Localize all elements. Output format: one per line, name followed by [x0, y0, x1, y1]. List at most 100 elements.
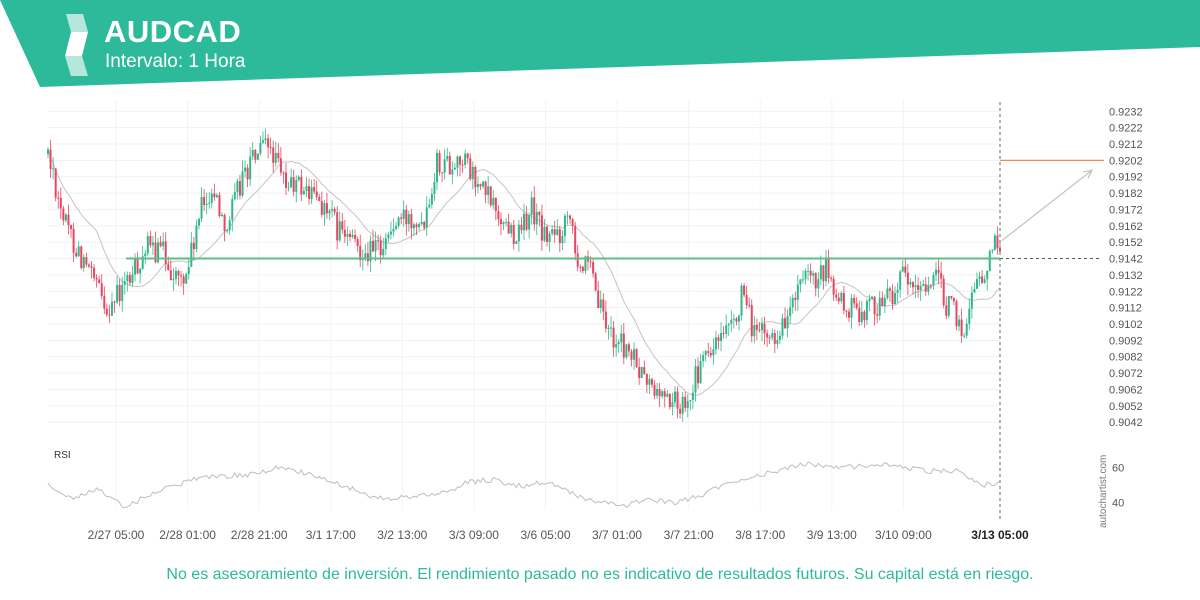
- rsi-label: RSI: [54, 450, 71, 461]
- candle-body: [149, 236, 152, 246]
- y-tick-label: 0.9112: [1109, 303, 1142, 315]
- candle-body: [241, 171, 244, 196]
- candle-body: [52, 168, 55, 170]
- candle-body: [238, 181, 241, 196]
- candle-body: [172, 278, 175, 281]
- candle-body: [630, 351, 633, 360]
- candle-body: [379, 240, 382, 256]
- candle-body: [333, 208, 336, 213]
- candle-body: [842, 293, 845, 311]
- candle-body: [139, 268, 142, 274]
- candle-body: [991, 249, 994, 252]
- candle-body: [310, 187, 313, 199]
- candle-body: [935, 269, 938, 275]
- candle-body: [197, 218, 200, 226]
- candle-body: [105, 308, 108, 315]
- candle-body: [937, 269, 940, 273]
- candle-body: [185, 274, 188, 284]
- candle-body: [70, 225, 73, 229]
- candle-body: [633, 349, 636, 360]
- candle-body: [420, 222, 423, 225]
- candle-body: [906, 272, 909, 285]
- candle-body: [904, 266, 907, 273]
- candle-body: [438, 152, 441, 173]
- candle-body: [978, 276, 981, 280]
- candle-body: [952, 298, 955, 302]
- candle-body: [993, 235, 996, 250]
- candle-body: [950, 296, 953, 299]
- candle-body: [459, 156, 462, 165]
- candle-body: [72, 228, 75, 253]
- candle-body: [435, 152, 438, 183]
- candle-body: [597, 290, 600, 308]
- candle-body: [331, 208, 334, 211]
- candle-body: [210, 193, 213, 203]
- candle-body: [226, 230, 229, 232]
- candle-body: [157, 242, 160, 263]
- candle-body: [482, 181, 485, 187]
- candle-body: [256, 153, 259, 160]
- candle-body: [443, 159, 446, 173]
- candle-body: [743, 285, 746, 296]
- candle-body: [167, 264, 170, 271]
- candle-body: [213, 193, 216, 198]
- candle-body: [410, 214, 413, 229]
- candle-body: [615, 344, 618, 348]
- candle-body: [487, 186, 490, 196]
- candle-body: [80, 246, 83, 269]
- candle-body: [776, 340, 779, 344]
- candle-body: [300, 176, 303, 195]
- candle-body: [292, 177, 295, 192]
- candle-body: [540, 215, 543, 241]
- candle-body: [134, 259, 137, 275]
- candle-body: [254, 150, 257, 160]
- x-tick-label: 3/7 01:00: [592, 528, 642, 542]
- candle-body: [840, 293, 843, 302]
- candle-body: [824, 258, 827, 282]
- candle-body: [180, 275, 183, 277]
- candle-body: [351, 234, 354, 238]
- candle-body: [287, 187, 290, 189]
- candle-body: [108, 314, 111, 316]
- candle-body: [118, 284, 121, 301]
- candle-body: [571, 219, 574, 226]
- candle-body: [720, 332, 723, 341]
- candle-body: [781, 318, 784, 336]
- candle-body: [722, 332, 725, 334]
- candle-body: [285, 172, 287, 188]
- y-tick-label: 0.9082: [1109, 352, 1143, 364]
- candle-body: [635, 349, 638, 368]
- candle-body: [888, 288, 891, 291]
- candle-body: [338, 221, 341, 241]
- candle-body: [415, 224, 418, 228]
- candle-body: [259, 142, 262, 154]
- candle-body: [267, 138, 270, 148]
- candle-body: [679, 408, 682, 414]
- candle-body: [325, 203, 328, 214]
- candle-body: [714, 337, 717, 350]
- candle-body: [126, 275, 129, 282]
- candle-body: [599, 299, 602, 308]
- candle-body: [402, 209, 405, 219]
- candle-body: [336, 212, 339, 241]
- candle-body: [318, 197, 321, 202]
- forecast-arrow-head: [1083, 169, 1094, 179]
- candle-body: [441, 172, 444, 174]
- candle-body: [645, 373, 648, 385]
- candle-body: [707, 351, 710, 353]
- candle-body: [497, 211, 500, 220]
- candle-body: [763, 323, 766, 334]
- x-tick-label: 3/2 13:00: [377, 528, 427, 542]
- candle-body: [131, 274, 134, 283]
- candle-body: [901, 266, 904, 272]
- candle-body: [85, 257, 88, 265]
- candle-body: [691, 392, 694, 400]
- candle-body: [622, 333, 625, 358]
- candle-body: [758, 329, 761, 331]
- candle-body: [561, 236, 564, 244]
- candle-body: [809, 270, 812, 276]
- candle-body: [648, 379, 651, 385]
- candle-body: [750, 305, 753, 337]
- candle-body: [627, 344, 630, 352]
- candle-body: [850, 297, 853, 318]
